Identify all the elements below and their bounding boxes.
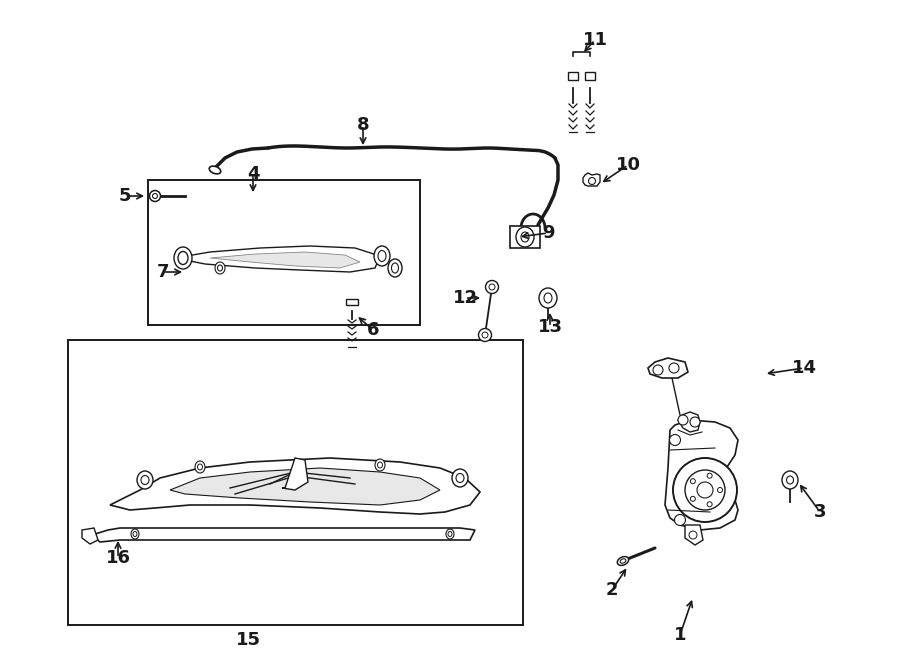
Circle shape [589, 178, 596, 184]
Text: 4: 4 [247, 165, 259, 183]
Ellipse shape [620, 559, 625, 563]
Ellipse shape [131, 529, 139, 539]
Ellipse shape [388, 259, 402, 277]
Text: 15: 15 [236, 631, 260, 649]
Circle shape [669, 363, 679, 373]
Circle shape [707, 502, 712, 507]
Ellipse shape [378, 251, 386, 262]
Text: 16: 16 [105, 549, 130, 567]
Polygon shape [648, 358, 688, 378]
Circle shape [673, 458, 737, 522]
Circle shape [479, 329, 491, 342]
Ellipse shape [452, 469, 468, 487]
Ellipse shape [133, 531, 137, 537]
Text: 12: 12 [453, 289, 478, 307]
Ellipse shape [456, 473, 464, 483]
Bar [346, 299, 358, 305]
Ellipse shape [218, 265, 222, 271]
Ellipse shape [377, 462, 382, 468]
Text: 11: 11 [582, 31, 608, 49]
Bar [148, 180, 420, 325]
Circle shape [685, 470, 725, 510]
Polygon shape [678, 412, 700, 432]
Ellipse shape [174, 247, 192, 269]
Circle shape [717, 488, 723, 492]
Text: 2: 2 [606, 581, 618, 599]
Circle shape [678, 415, 688, 425]
Ellipse shape [209, 166, 220, 174]
Polygon shape [210, 252, 360, 268]
Text: 8: 8 [356, 116, 369, 134]
Ellipse shape [375, 459, 385, 471]
Circle shape [149, 190, 160, 202]
Ellipse shape [374, 246, 390, 266]
Ellipse shape [448, 531, 452, 537]
Circle shape [689, 531, 697, 539]
Circle shape [690, 496, 696, 501]
Ellipse shape [539, 288, 557, 308]
Polygon shape [92, 528, 475, 542]
Text: 7: 7 [157, 263, 169, 281]
Bar [510, 226, 540, 248]
Text: 9: 9 [542, 224, 554, 242]
Circle shape [697, 482, 713, 498]
Circle shape [690, 417, 700, 427]
Text: 10: 10 [616, 156, 641, 174]
Ellipse shape [392, 263, 399, 273]
Ellipse shape [446, 529, 454, 539]
Circle shape [670, 434, 680, 446]
Ellipse shape [178, 251, 188, 264]
Ellipse shape [617, 557, 629, 565]
Circle shape [653, 365, 663, 375]
Text: 13: 13 [537, 318, 562, 336]
Polygon shape [583, 173, 600, 186]
Polygon shape [175, 246, 380, 272]
Polygon shape [110, 458, 480, 514]
Bar [585, 72, 595, 80]
Text: 6: 6 [367, 321, 379, 339]
Ellipse shape [197, 464, 202, 470]
Ellipse shape [137, 471, 153, 489]
Polygon shape [685, 525, 703, 545]
Ellipse shape [782, 471, 798, 489]
Ellipse shape [544, 293, 552, 303]
Ellipse shape [516, 227, 534, 247]
Polygon shape [665, 420, 738, 530]
Text: 1: 1 [674, 626, 686, 644]
Circle shape [707, 473, 712, 479]
Ellipse shape [141, 475, 149, 485]
Text: 5: 5 [119, 187, 131, 205]
Polygon shape [170, 468, 440, 505]
Ellipse shape [787, 476, 794, 484]
Circle shape [690, 479, 696, 484]
Circle shape [482, 332, 488, 338]
Ellipse shape [215, 262, 225, 274]
Circle shape [485, 280, 499, 293]
Circle shape [152, 194, 158, 198]
Polygon shape [82, 528, 98, 544]
Text: 3: 3 [814, 503, 826, 521]
Text: 14: 14 [791, 359, 816, 377]
Bar [68, 340, 523, 625]
Ellipse shape [521, 232, 529, 242]
Bar [568, 72, 578, 80]
Polygon shape [282, 458, 308, 490]
Circle shape [674, 514, 686, 525]
Circle shape [489, 284, 495, 290]
Ellipse shape [195, 461, 205, 473]
